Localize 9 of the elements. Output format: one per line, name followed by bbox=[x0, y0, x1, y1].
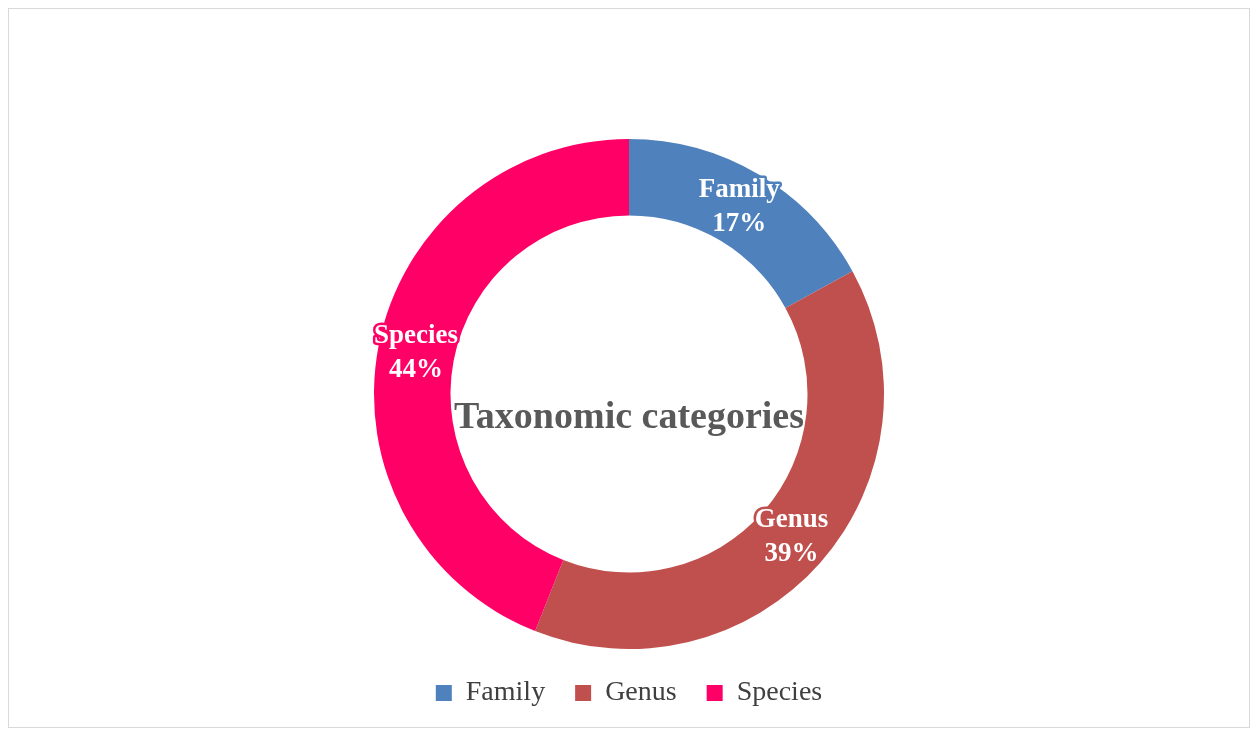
text: Taxonomic categories bbox=[453, 393, 805, 436]
data-label: 44% bbox=[389, 353, 444, 384]
slice-label: Genus bbox=[754, 503, 829, 534]
legend-label: Genus bbox=[605, 675, 677, 707]
legend-label: Species bbox=[736, 675, 823, 707]
legend-label: Family bbox=[465, 675, 546, 707]
slice-label: Family bbox=[698, 173, 781, 204]
data-label: 39% bbox=[764, 537, 819, 568]
data-label: 17% bbox=[712, 207, 767, 238]
